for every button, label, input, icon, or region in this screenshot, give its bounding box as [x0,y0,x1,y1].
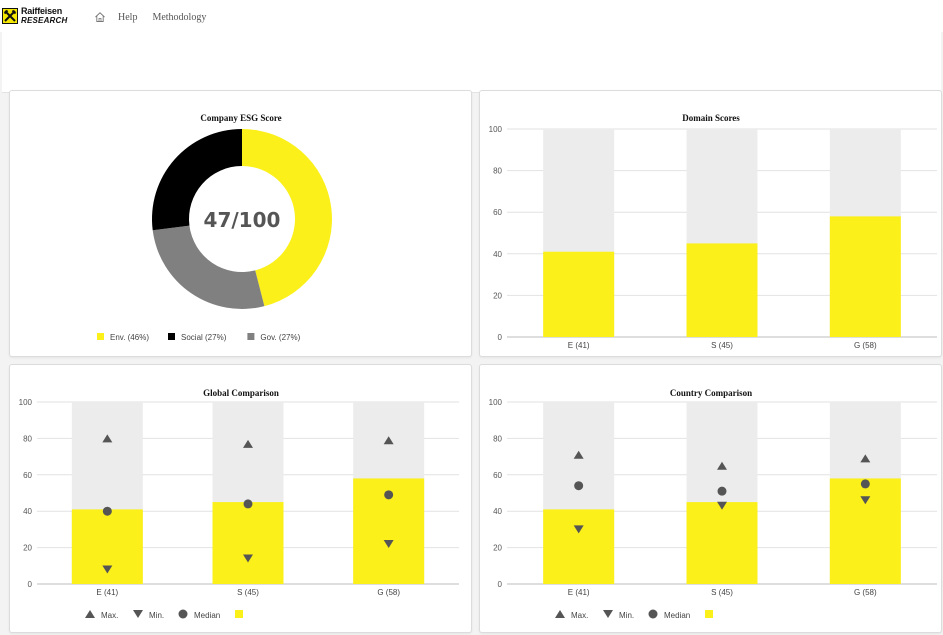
median-marker-e-41 [574,481,584,491]
x-tick-label: S (45) [711,341,733,350]
legend-label-min: Min. [619,611,634,620]
legend-label: Env. (46%) [110,333,149,342]
y-tick-label: 0 [28,580,33,589]
legend-label: Gov. (27%) [260,333,300,342]
legend-max-icon [555,610,565,618]
donut-slice-env-46 [242,129,332,307]
domain-scores-chart: Domain Scores 0 20 40 60 80 100 E (41) S (45) G … [489,113,937,350]
legend-label-median: Median [194,611,220,620]
min-marker-g-58 [383,539,394,548]
y-tick-label: 80 [493,434,502,443]
logo-text-research: RESEARCH [21,16,68,25]
home-icon[interactable] [94,11,106,23]
y-tick-label: 20 [23,544,32,553]
legend-min-icon [603,610,613,618]
x-tick-label: G (58) [854,341,877,350]
donut-slice-social-27 [152,129,242,231]
nav-link-help[interactable]: Help [118,11,138,23]
chart-title: Global Comparison [203,388,279,398]
x-tick-label: S (45) [711,588,733,597]
median-marker-g-58 [384,490,394,500]
legend-score-swatch [235,610,243,618]
x-tick-label: E (41) [568,588,590,597]
bar-e-41 [543,251,615,337]
company-esg-score-chart: Company ESG Score 47/100 Env. (46%) Socia… [97,113,332,342]
domain-scores-panel: Domain Scores 0 20 40 60 80 100 E (41) S (45) G … [479,90,942,357]
y-tick-label: 100 [19,398,33,407]
nav-links: Help Methodology [94,9,221,25]
y-tick-label: 100 [489,398,503,407]
bar-s-45 [686,243,758,337]
legend-min-icon [133,610,143,618]
legend-swatch-env-46 [97,333,104,340]
median-marker-g-58 [860,479,870,489]
y-tick-label: 0 [498,333,503,342]
bar-g-58 [829,216,901,337]
esg-score-center-label: 47/100 [204,208,281,232]
x-tick-label: S (45) [237,588,259,597]
legend-median-icon [178,609,188,619]
legend-score-swatch [705,610,713,618]
y-tick-label: 20 [493,291,502,300]
country-comparison-panel: Country Comparison 0 20 40 60 80 100 E (41) S (… [479,364,942,633]
chart-title: Domain Scores [682,113,740,123]
max-marker-e-41 [102,434,113,443]
min-marker-e-41 [102,565,113,574]
min-marker-s-45 [717,501,727,510]
max-marker-s-45 [243,439,253,448]
chart-title: Company ESG Score [200,113,281,123]
nav-link-methodology[interactable]: Methodology [152,11,207,23]
legend-swatch-gov-27 [247,333,255,340]
x-tick-label: G (58) [377,588,400,597]
country-comparison-chart: Country Comparison 0 20 40 60 80 100 E (41) S (… [489,388,937,620]
max-marker-g-58 [860,454,871,463]
median-marker-s-45 [243,499,253,509]
legend-label-median: Median [664,611,690,620]
bar-s-45 [212,502,284,584]
y-tick-label: 60 [493,208,502,217]
x-tick-label: G (58) [854,588,877,597]
bar-s-45 [686,502,758,584]
legend-label: Social (27%) [181,333,227,342]
raiffeisen-gable-cross-icon [2,8,18,24]
y-tick-label: 60 [493,471,502,480]
legend-label-min: Min. [149,611,164,620]
chart-title: Country Comparison [670,388,752,398]
min-marker-s-45 [243,554,253,563]
legend-label-max: Max. [571,611,588,620]
y-tick-label: 40 [493,507,502,516]
max-marker-e-41 [573,450,584,459]
x-tick-label: E (41) [96,588,118,597]
global-comparison-panel: Global Comparison 0 20 40 60 80 100 E (41) S (4… [9,364,472,633]
max-marker-s-45 [717,461,727,470]
legend-label-max: Max. [101,611,118,620]
median-marker-e-41 [102,506,112,516]
logo-text-raiffeisen: Raiffeisen [21,6,63,16]
top-navigation-bar: Raiffeisen RESEARCH Help Methodology [0,0,943,32]
max-marker-g-58 [383,436,394,445]
bar-e-41 [543,509,615,584]
legend-max-icon [85,610,95,618]
y-tick-label: 40 [493,250,502,259]
y-tick-label: 0 [498,580,503,589]
legend-swatch-social-27 [168,333,175,340]
min-marker-e-41 [573,525,584,534]
min-marker-g-58 [860,496,871,505]
y-tick-label: 20 [493,544,502,553]
x-tick-label: E (41) [568,341,590,350]
global-comparison-chart: Global Comparison 0 20 40 60 80 100 E (41) S (4… [19,388,459,620]
raiffeisen-research-logo[interactable]: Raiffeisen RESEARCH [2,6,72,28]
filter-bar [2,32,941,93]
y-tick-label: 80 [23,434,32,443]
company-esg-score-panel: Company ESG Score 47/100 Env. (46%) Socia… [9,90,472,357]
y-tick-label: 100 [489,125,503,134]
median-marker-s-45 [717,486,727,496]
y-tick-label: 60 [23,471,32,480]
y-tick-label: 40 [23,507,32,516]
y-tick-label: 80 [493,167,502,176]
donut-slice-gov-27 [152,225,265,309]
legend-median-icon [648,609,658,619]
bar-g-58 [829,478,901,584]
